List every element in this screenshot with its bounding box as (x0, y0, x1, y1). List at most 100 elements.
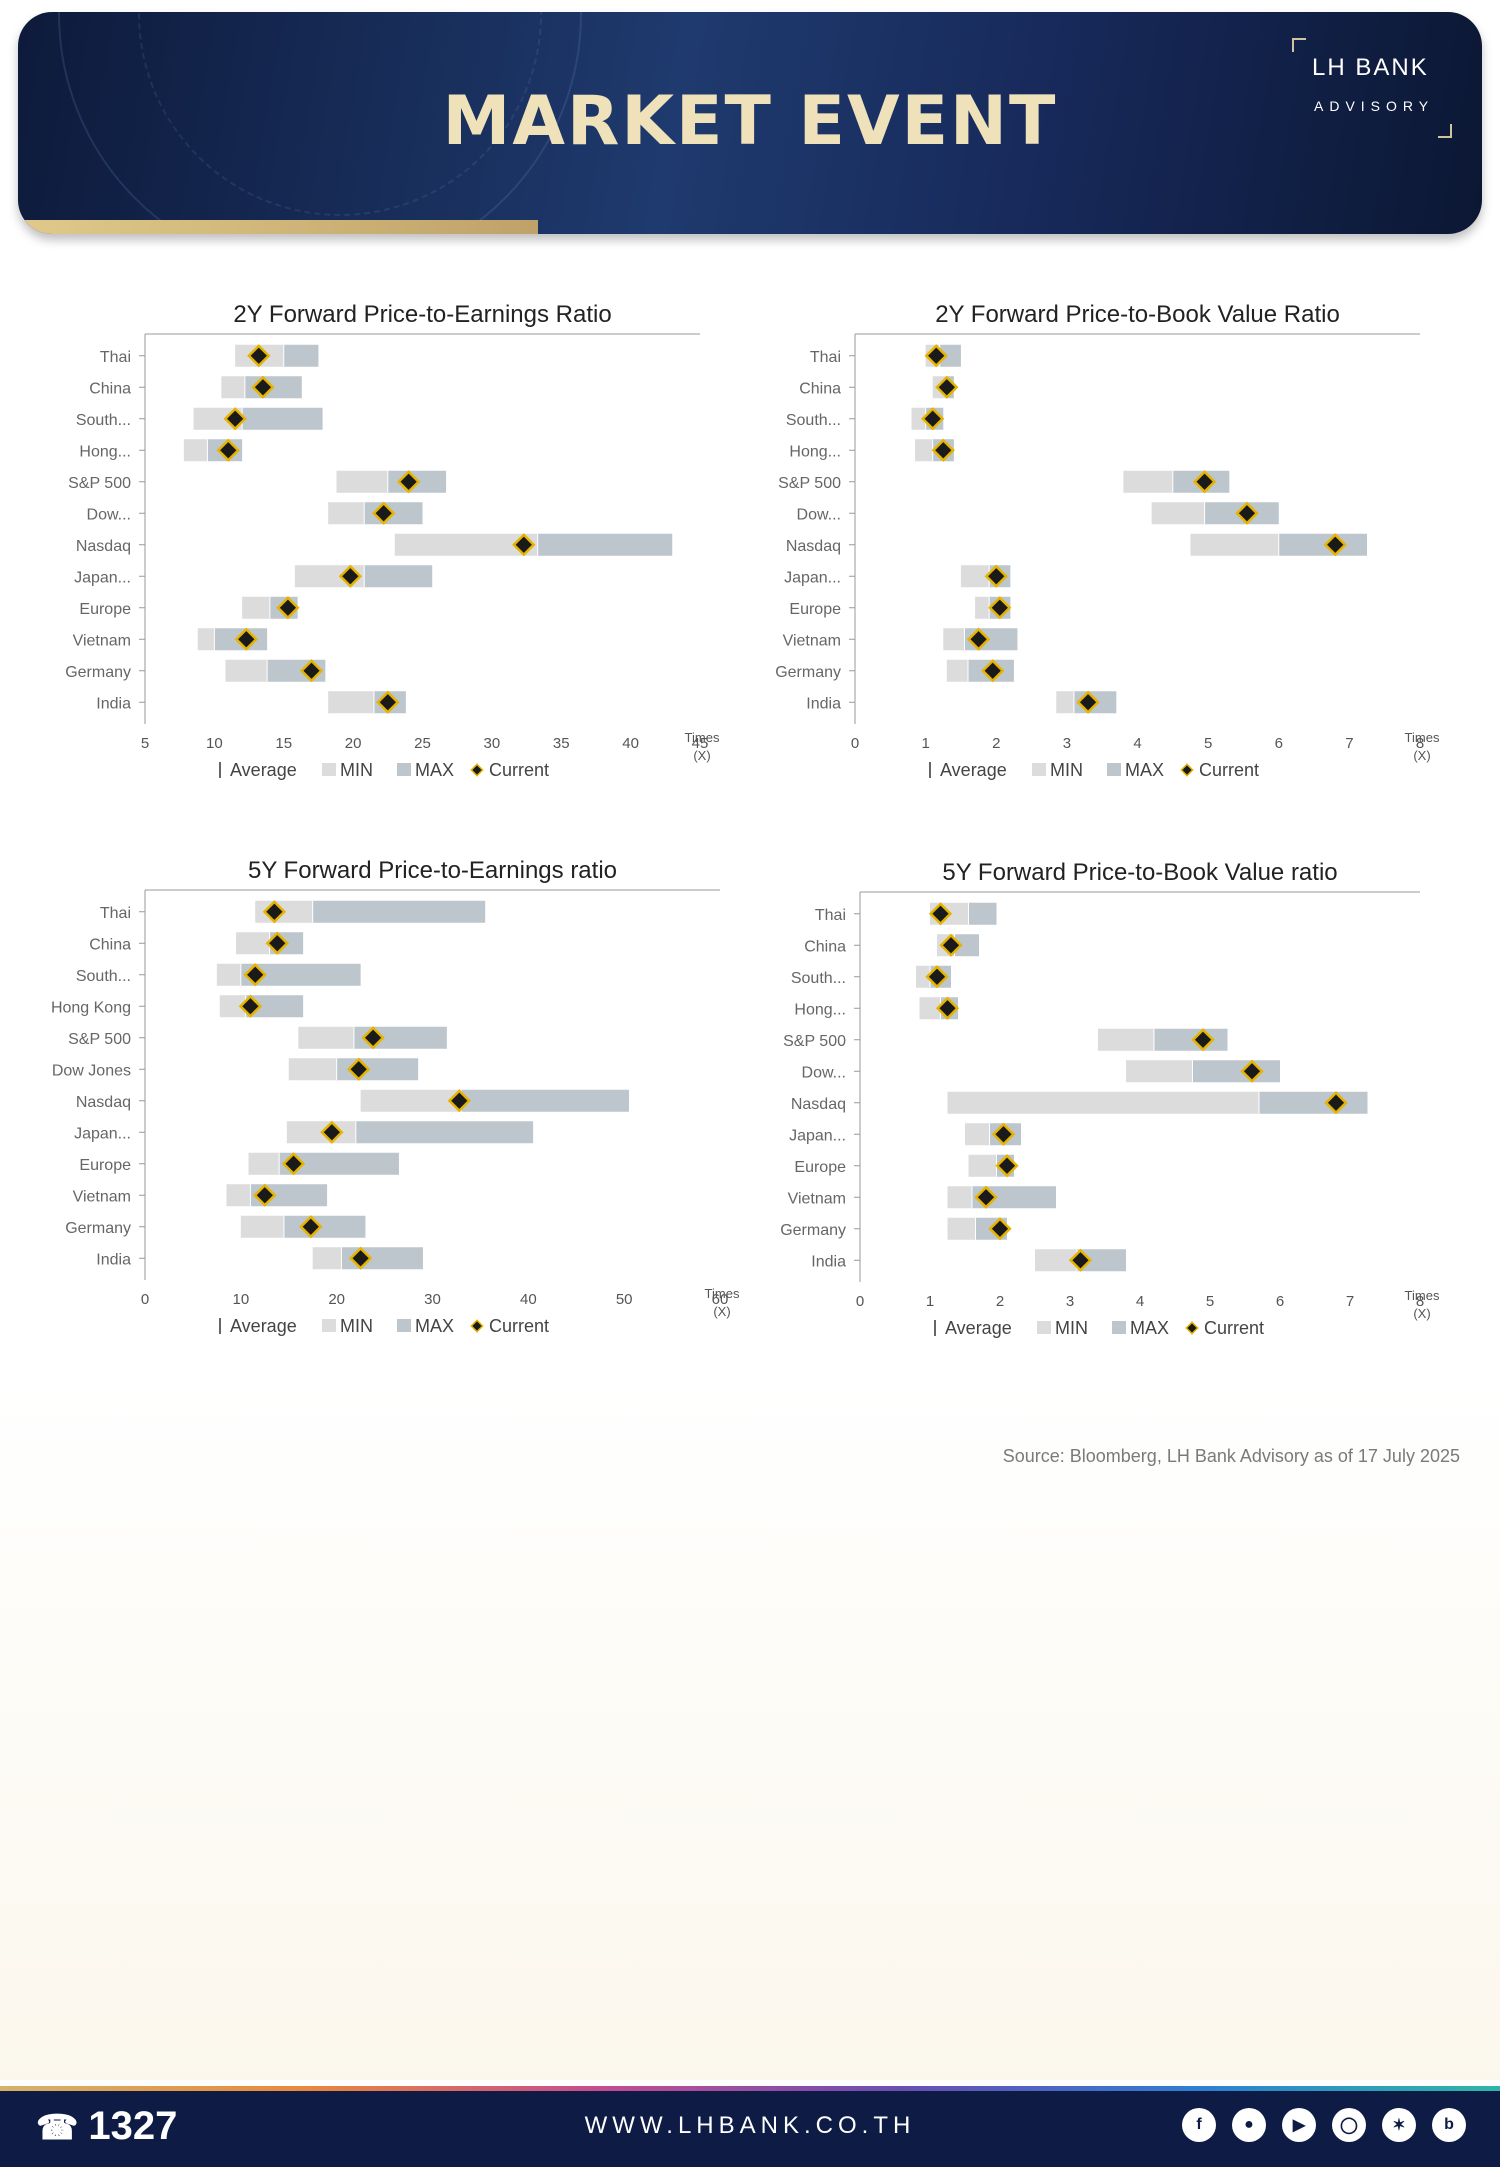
instagram-icon[interactable]: ◯ (1332, 2108, 1366, 2142)
chart-title: 5Y Forward Price-to-Book Value ratio (942, 859, 1337, 886)
bar-min (219, 995, 246, 1018)
x-tick-label: 45 (692, 735, 709, 752)
bar-max (537, 533, 673, 556)
category-label: India (806, 695, 841, 712)
chart-svg: 5Y Forward Price-to-Book Value ratio Thai… (780, 859, 1440, 1338)
x-tick-label: 10 (232, 1291, 249, 1308)
x-tick-label: 4 (1133, 735, 1141, 752)
chart-svg: 2Y Forward Price-to-Earnings Ratio Thai Ch… (65, 301, 720, 780)
current-marker (924, 344, 948, 368)
category-label: Japan... (74, 569, 131, 586)
category-label: China (89, 936, 131, 953)
bar-max (461, 1089, 629, 1112)
bar-min (1056, 691, 1074, 714)
category-label: Hong... (794, 1001, 846, 1018)
bar-max (1278, 533, 1368, 556)
x-tick-label: 35 (553, 735, 570, 752)
x-tick-label: 40 (520, 1291, 537, 1308)
source-note: Source: Bloomberg, LH Bank Advisory as o… (1002, 1446, 1460, 1466)
bar-max (312, 900, 486, 923)
category-label: China (804, 938, 846, 955)
background-decoration (0, 1380, 1500, 2080)
category-label: Vietnam (788, 1190, 846, 1207)
youtube-icon[interactable]: ▶ (1282, 2108, 1316, 2142)
x-unit-label: Times (1405, 730, 1440, 745)
category-label: Europe (789, 601, 841, 618)
blockdit-icon[interactable]: b (1432, 2108, 1466, 2142)
category-label: South... (791, 970, 846, 987)
chart-5y-pe: 5Y Forward Price-to-Earnings ratio Thai Ch… (30, 854, 760, 1364)
category-label: Dow... (797, 506, 841, 523)
chart-2y-pbv: 2Y Forward Price-to-Book Value Ratio Thai… (750, 298, 1460, 788)
legend-average-label: Average (945, 1318, 1012, 1338)
current-marker (1240, 1059, 1264, 1083)
lh-bank-logo[interactable]: LH BANK ADVISORY (1292, 38, 1452, 138)
x-unit-label: (X) (693, 748, 710, 763)
facebook-icon[interactable]: f (1182, 2108, 1216, 2142)
current-marker (253, 1183, 277, 1207)
category-label: Germany (65, 664, 131, 681)
category-label: Hong... (79, 443, 131, 460)
bar-min (1190, 533, 1279, 556)
legend-max-label: MAX (415, 760, 454, 780)
bar-min (960, 565, 990, 588)
website-link[interactable]: WWW.LHBANK.CO.TH (584, 2112, 916, 2139)
category-label: South... (76, 968, 131, 985)
category-label: Nasdaq (76, 538, 131, 555)
bar-min (298, 1026, 354, 1049)
x-tick-label: 10 (206, 735, 223, 752)
x-tick-label: 7 (1346, 1293, 1354, 1310)
footer-stripe (0, 2086, 1500, 2091)
bar-min (360, 1089, 462, 1112)
category-label: S&P 500 (68, 475, 131, 492)
legend-average-label: Average (940, 760, 1007, 780)
legend-current-label: Current (489, 760, 549, 780)
bar-max (279, 1152, 399, 1175)
legend-min-swatch (1032, 763, 1046, 776)
category-label: Nasdaq (791, 1096, 846, 1113)
legend-min-label: MIN (1055, 1318, 1088, 1338)
current-marker (1191, 1028, 1215, 1052)
category-label: Dow... (802, 1064, 846, 1081)
x-unit-label: (X) (1413, 748, 1430, 763)
bar-min (288, 1058, 337, 1081)
bar-max (1154, 1028, 1228, 1051)
header-banner (18, 12, 1482, 234)
category-label: Hong... (789, 443, 841, 460)
current-marker (371, 501, 396, 525)
chart-title: 2Y Forward Price-to-Earnings Ratio (233, 301, 611, 328)
current-marker (928, 902, 953, 926)
current-marker (512, 533, 536, 557)
phone-contact[interactable]: ☎ 1327 (36, 2104, 177, 2149)
category-label: Vietnam (73, 1188, 131, 1205)
legend-current-label: Current (1199, 760, 1259, 780)
category-label: Vietnam (73, 632, 131, 649)
category-label: Europe (794, 1159, 846, 1176)
current-marker (1076, 690, 1100, 714)
logo-advisory-text: ADVISORY (1314, 98, 1435, 114)
x-tick-label: 0 (851, 735, 859, 752)
bar-min (221, 376, 245, 399)
x-unit-label: Times (705, 1286, 740, 1301)
x-tick-label: 6 (1276, 1293, 1284, 1310)
current-marker (1324, 1091, 1348, 1115)
bar-max (1077, 1249, 1126, 1272)
bar-max (240, 963, 361, 986)
category-label: South... (786, 412, 841, 429)
bar-min (943, 628, 965, 651)
bar-max (283, 1215, 366, 1238)
category-label: Nasdaq (76, 1094, 131, 1111)
category-label: Dow... (87, 506, 131, 523)
twitter-icon[interactable]: ✶ (1382, 2108, 1416, 2142)
current-marker (243, 963, 267, 987)
category-label: Nasdaq (786, 538, 841, 555)
bar-max (1192, 1060, 1280, 1083)
chart-svg: 2Y Forward Price-to-Book Value Ratio Thai… (775, 301, 1440, 780)
bar-min (225, 659, 268, 682)
legend-max-swatch (397, 1319, 411, 1332)
x-tick-label: 30 (484, 735, 501, 752)
legend-current-swatch (1185, 1321, 1199, 1335)
x-tick-label: 20 (328, 1291, 345, 1308)
current-marker (247, 344, 271, 368)
line-icon[interactable]: ● (1232, 2108, 1266, 2142)
